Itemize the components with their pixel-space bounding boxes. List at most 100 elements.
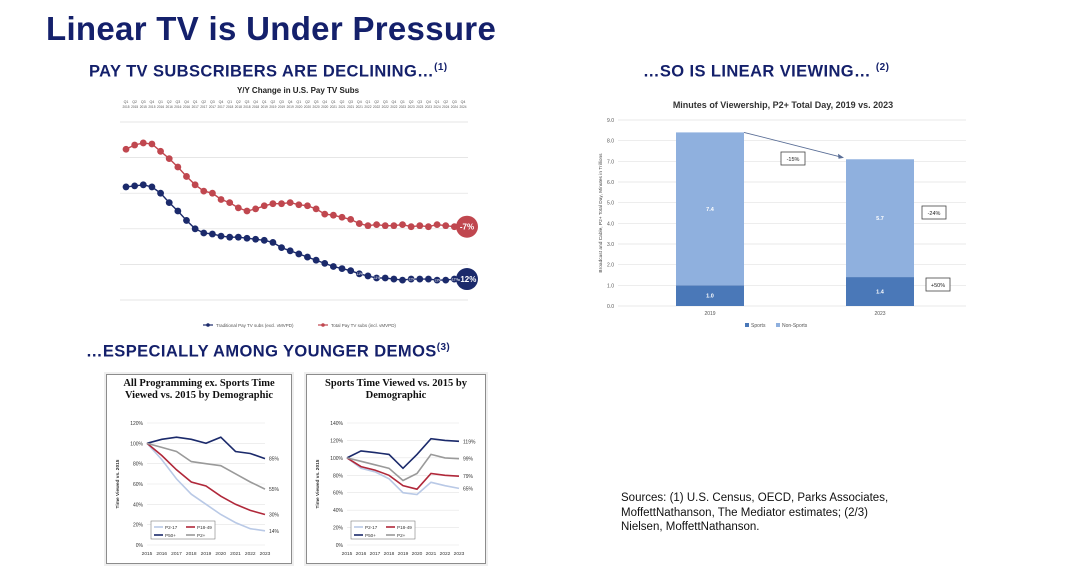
year-tick-label: 2015 bbox=[148, 105, 155, 109]
x-tick-label: 2015 bbox=[342, 551, 353, 557]
quarter-tick-label: Q2 bbox=[201, 100, 206, 104]
data-point bbox=[295, 250, 303, 258]
quarter-tick-label: Q4 bbox=[184, 100, 189, 104]
quarter-tick-label: Q2 bbox=[409, 100, 414, 104]
data-point bbox=[347, 267, 355, 275]
data-point bbox=[442, 276, 450, 284]
legend-label: Sports bbox=[751, 323, 766, 329]
y-tick-label: 40% bbox=[333, 508, 344, 514]
footnote-ref: (1) bbox=[434, 62, 448, 73]
quarter-tick-label: Q2 bbox=[340, 100, 345, 104]
data-point bbox=[321, 259, 329, 267]
series-line bbox=[146, 442, 266, 516]
data-point bbox=[373, 221, 380, 229]
y-tick-label: 120% bbox=[130, 421, 143, 427]
quarter-tick-label: Q1 bbox=[435, 100, 440, 104]
series-line bbox=[346, 453, 460, 482]
year-tick-label: 2022 bbox=[390, 105, 397, 109]
data-point bbox=[269, 239, 277, 246]
data-point bbox=[399, 221, 406, 229]
data-point bbox=[191, 225, 199, 233]
x-tick-label: 2023 bbox=[454, 551, 465, 557]
data-label: -12% bbox=[451, 277, 459, 281]
legend-label: P2-17 bbox=[365, 525, 378, 530]
data-point bbox=[252, 235, 260, 243]
y-tick-label: 60% bbox=[333, 491, 344, 497]
data-point bbox=[139, 181, 147, 189]
quarter-tick-label: Q4 bbox=[461, 100, 466, 104]
quarter-tick-label: Q1 bbox=[262, 100, 267, 104]
end-value-label: 30% bbox=[269, 513, 280, 519]
series-line bbox=[346, 457, 460, 496]
y-tick-label: 80% bbox=[333, 473, 344, 479]
series-line bbox=[125, 142, 463, 228]
x-tick-label: 2020 bbox=[412, 551, 423, 557]
year-tick-label: 2020 bbox=[295, 105, 302, 109]
quarter-tick-label: Q1 bbox=[400, 100, 405, 104]
sports-viewing-chart: 0% 20% 40% 60% 80% 100% 120% 140% Time Viewed vs… bbox=[315, 421, 476, 557]
legend-swatch bbox=[745, 323, 749, 327]
data-point bbox=[260, 236, 268, 244]
bar-value-label: 1.0 bbox=[706, 294, 714, 300]
y-tick-label: 9.0 bbox=[607, 118, 614, 124]
year-tick-label: 2016 bbox=[183, 105, 190, 109]
quarter-tick-label: Q2 bbox=[443, 100, 448, 104]
change-arrow-line bbox=[743, 131, 843, 158]
data-point bbox=[433, 221, 441, 229]
x-tick-label: 2022 bbox=[245, 551, 256, 557]
annotation-label: +50% bbox=[931, 283, 945, 289]
data-point bbox=[450, 275, 458, 283]
year-tick-label: 2020 bbox=[304, 105, 311, 109]
year-tick-label: 2024 bbox=[434, 105, 441, 109]
y-axis-label: Broadcast and Cable, P2+ Total Day, Minu… bbox=[598, 153, 604, 273]
quarter-tick-label: Q2 bbox=[270, 100, 275, 104]
year-tick-label: 2020 bbox=[313, 105, 320, 109]
y-tick-label: 20% bbox=[333, 526, 344, 532]
y-tick-label: 0% bbox=[336, 543, 344, 549]
chart-title: Minutes of Viewership, P2+ Total Day, 20… bbox=[673, 100, 893, 110]
data-point bbox=[278, 244, 285, 252]
quarter-tick-label: Q1 bbox=[193, 100, 198, 104]
x-tick-label: 2016 bbox=[356, 551, 367, 557]
quarter-tick-label: Q4 bbox=[219, 100, 224, 104]
sources-footnote: Sources: (1) U.S. Census, OECD, Parks As… bbox=[621, 492, 889, 533]
legend-label: P2+ bbox=[397, 533, 406, 538]
data-point bbox=[191, 181, 199, 189]
series-line bbox=[346, 457, 460, 491]
y-tick-label: 2.0 bbox=[607, 263, 614, 269]
legend-label: Non-Sports bbox=[782, 323, 808, 329]
pay-tv-subs-chart: Y/Y Change in U.S. Pay TV SubsQ12015Q220… bbox=[120, 86, 478, 328]
data-point bbox=[165, 155, 173, 163]
section-heading-linear-viewing: …SO IS LINEAR VIEWING… (2) bbox=[643, 62, 889, 82]
y-tick-label: 7.0 bbox=[607, 159, 614, 165]
data-point bbox=[450, 223, 458, 231]
panel-title: All Programming ex. Sports Time Viewed v… bbox=[123, 378, 275, 401]
y-tick-label: 80% bbox=[133, 462, 144, 468]
end-value-label: 65% bbox=[463, 486, 474, 492]
quarter-tick-label: Q4 bbox=[288, 100, 293, 104]
year-tick-label: 2022 bbox=[382, 105, 389, 109]
data-point bbox=[355, 220, 363, 227]
data-point bbox=[234, 204, 242, 212]
legend-label: P50+ bbox=[165, 533, 176, 538]
sports-panel: Sports Time Viewed vs. 2015 by Demograph… bbox=[306, 374, 486, 564]
data-point bbox=[425, 223, 432, 231]
quarter-tick-label: Q4 bbox=[357, 100, 362, 104]
legend-label: Total Pay TV subs (incl. vMVPD) bbox=[331, 323, 396, 328]
bar-value-label: 5.7 bbox=[876, 216, 884, 222]
quarter-tick-label: Q3 bbox=[279, 100, 284, 104]
data-label: -13% bbox=[433, 278, 441, 282]
quarter-tick-label: Q2 bbox=[236, 100, 241, 104]
quarter-tick-label: Q1 bbox=[227, 100, 232, 104]
end-value-label: 55% bbox=[269, 487, 280, 493]
data-point bbox=[278, 200, 285, 208]
quarter-tick-label: Q3 bbox=[452, 100, 457, 104]
end-value-label: 14% bbox=[269, 529, 280, 535]
legend-box bbox=[350, 520, 416, 540]
legend-marker bbox=[321, 323, 325, 327]
x-tick-label: 2018 bbox=[186, 551, 197, 557]
quarter-tick-label: Q2 bbox=[305, 100, 310, 104]
data-point bbox=[312, 205, 320, 213]
data-point bbox=[226, 199, 234, 207]
series-line bbox=[125, 184, 463, 281]
